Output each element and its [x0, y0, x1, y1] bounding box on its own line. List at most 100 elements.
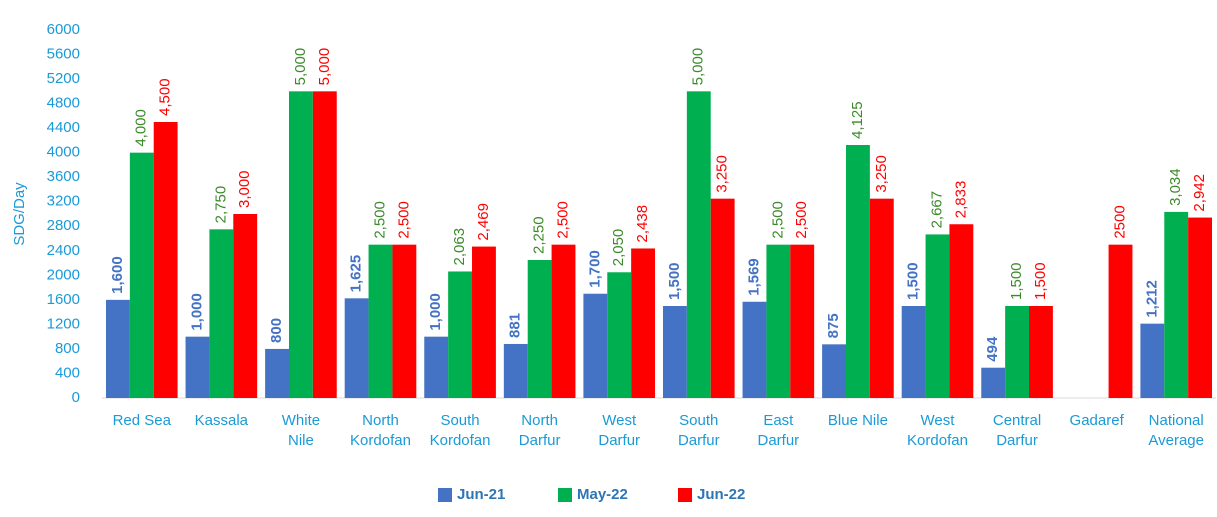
x-tick-label: North Kordofan	[350, 412, 411, 449]
value-label: 2,250	[531, 216, 548, 254]
bar	[845, 145, 870, 398]
bar	[503, 343, 528, 398]
bar	[710, 198, 735, 398]
value-label: 2,500	[769, 201, 786, 239]
legend-label: Jun-21	[457, 486, 505, 503]
x-tick-label: North Darfur	[518, 412, 561, 449]
value-label: 5,000	[690, 48, 707, 86]
value-label: 1,000	[188, 293, 205, 331]
value-label: 1,625	[348, 255, 365, 293]
bar	[822, 344, 846, 398]
value-label: 875	[825, 313, 842, 338]
legend-label: May-22	[577, 486, 628, 503]
bar	[607, 272, 632, 398]
x-tick-label: Kassala	[194, 412, 249, 429]
y-tick-label: 3600	[47, 168, 80, 185]
value-label: 3,000	[236, 170, 253, 208]
value-label: 1,500	[905, 262, 922, 300]
value-label: 2,500	[554, 201, 571, 239]
y-tick-label: 3200	[47, 193, 80, 210]
value-label: 3,250	[714, 155, 731, 193]
y-tick-label: 4400	[47, 119, 80, 136]
x-tick-label: Red Sea	[112, 412, 171, 429]
bar	[631, 248, 656, 398]
y-tick-label: 1200	[47, 315, 80, 332]
bar	[424, 336, 449, 398]
value-label: 4,500	[157, 78, 174, 116]
bar	[925, 234, 950, 398]
value-label: 2,500	[371, 201, 388, 239]
value-label: 2,500	[395, 201, 412, 239]
bar	[472, 246, 496, 398]
bar	[869, 198, 894, 398]
value-label: 2,500	[793, 201, 810, 239]
bar	[185, 336, 210, 398]
bar	[527, 260, 552, 398]
y-tick-label: 6000	[47, 21, 80, 38]
bar	[1188, 217, 1213, 398]
y-tick-label: 2000	[47, 266, 80, 283]
legend-swatch	[558, 488, 572, 502]
value-label: 1,500	[666, 262, 683, 300]
y-tick-label: 2400	[47, 242, 80, 259]
bar	[1108, 244, 1133, 398]
y-axis-label: SDG/Day	[11, 182, 28, 246]
bar	[392, 244, 417, 398]
x-tick-label: West Kordofan	[907, 412, 968, 449]
y-tick-label: 4800	[47, 95, 80, 112]
x-tick-label: South Kordofan	[429, 412, 491, 449]
bar	[105, 299, 130, 398]
bar	[233, 214, 258, 398]
x-tick-label: South Darfur	[677, 412, 720, 449]
bar	[1005, 306, 1030, 398]
y-tick-label: 2800	[47, 217, 80, 234]
bar	[209, 229, 234, 398]
bar	[790, 244, 815, 398]
bar	[1164, 211, 1189, 398]
value-label: 4,000	[133, 109, 150, 147]
y-tick-label: 5600	[47, 46, 80, 63]
value-label: 1,700	[586, 250, 603, 288]
value-label: 3,034	[1167, 168, 1184, 206]
value-label: 881	[507, 313, 524, 338]
y-tick-label: 800	[55, 340, 80, 357]
x-tick-label: Gadaref	[1069, 412, 1124, 429]
bar	[265, 348, 289, 398]
value-label: 1,212	[1143, 280, 1160, 318]
legend-label: Jun-22	[697, 486, 745, 503]
value-label: 1,000	[427, 293, 444, 331]
bar	[583, 293, 608, 398]
value-label: 1,500	[1008, 262, 1025, 300]
y-tick-label: 4000	[47, 144, 80, 161]
bar	[448, 271, 473, 398]
value-label: 2500	[1111, 205, 1128, 238]
value-label: 3,250	[873, 155, 890, 193]
y-tick-label: 5200	[47, 70, 80, 87]
value-label: 2,063	[451, 228, 468, 266]
bar	[153, 122, 178, 398]
value-label: 2,050	[610, 229, 627, 267]
x-tick-label: White Nile	[281, 412, 321, 449]
value-label: 2,750	[212, 186, 229, 224]
y-tick-label: 400	[55, 364, 80, 381]
bar	[686, 91, 711, 398]
value-label: 4,125	[849, 101, 866, 139]
bar	[551, 244, 576, 398]
x-tick-label: West Darfur	[598, 412, 641, 449]
y-tick-label: 1600	[47, 291, 80, 308]
bar	[312, 91, 337, 398]
bar	[766, 244, 791, 398]
value-label: 800	[268, 318, 285, 343]
bar	[949, 224, 974, 398]
value-label: 2,438	[634, 205, 651, 243]
bar	[288, 91, 313, 398]
bar	[742, 301, 767, 398]
value-label: 1,600	[109, 256, 126, 294]
x-tick-label: East Darfur	[757, 412, 800, 449]
value-label: 2,942	[1191, 174, 1208, 212]
bar	[901, 306, 926, 398]
bar	[129, 152, 154, 398]
bar	[662, 306, 687, 398]
